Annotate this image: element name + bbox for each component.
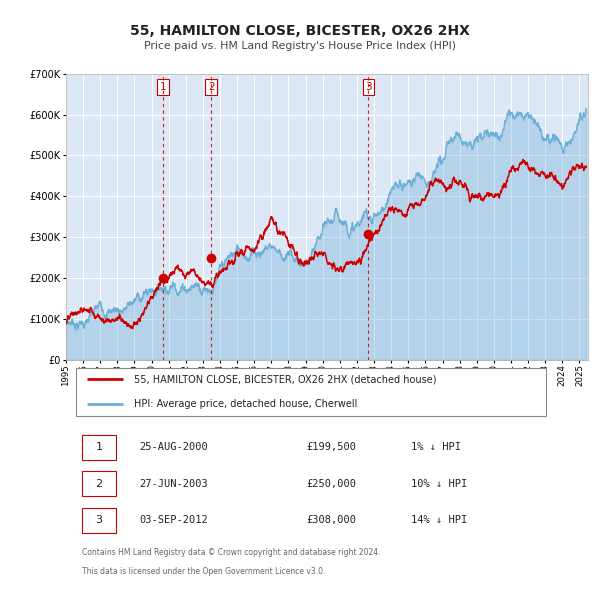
Text: This data is licensed under the Open Government Licence v3.0.: This data is licensed under the Open Gov… <box>82 566 325 575</box>
Text: 55, HAMILTON CLOSE, BICESTER, OX26 2HX (detached house): 55, HAMILTON CLOSE, BICESTER, OX26 2HX (… <box>134 375 436 385</box>
Text: 3: 3 <box>365 82 372 92</box>
Text: 1: 1 <box>95 442 103 452</box>
Text: Contains HM Land Registry data © Crown copyright and database right 2024.: Contains HM Land Registry data © Crown c… <box>82 548 380 557</box>
Text: £199,500: £199,500 <box>306 442 356 452</box>
Text: £250,000: £250,000 <box>306 479 356 489</box>
Text: 2: 2 <box>95 479 103 489</box>
Text: £308,000: £308,000 <box>306 516 356 526</box>
Text: 1% ↓ HPI: 1% ↓ HPI <box>410 442 461 452</box>
Text: 2: 2 <box>208 82 215 92</box>
Text: 10% ↓ HPI: 10% ↓ HPI <box>410 479 467 489</box>
Text: 25-AUG-2000: 25-AUG-2000 <box>139 442 208 452</box>
Text: 03-SEP-2012: 03-SEP-2012 <box>139 516 208 526</box>
FancyBboxPatch shape <box>76 368 546 416</box>
Text: HPI: Average price, detached house, Cherwell: HPI: Average price, detached house, Cher… <box>134 399 357 409</box>
Text: 3: 3 <box>95 516 103 526</box>
Text: 27-JUN-2003: 27-JUN-2003 <box>139 479 208 489</box>
Text: Price paid vs. HM Land Registry's House Price Index (HPI): Price paid vs. HM Land Registry's House … <box>144 41 456 51</box>
FancyBboxPatch shape <box>82 435 116 460</box>
Text: 1: 1 <box>160 82 166 92</box>
Text: 14% ↓ HPI: 14% ↓ HPI <box>410 516 467 526</box>
FancyBboxPatch shape <box>82 471 116 496</box>
FancyBboxPatch shape <box>82 508 116 533</box>
Text: 55, HAMILTON CLOSE, BICESTER, OX26 2HX: 55, HAMILTON CLOSE, BICESTER, OX26 2HX <box>130 24 470 38</box>
